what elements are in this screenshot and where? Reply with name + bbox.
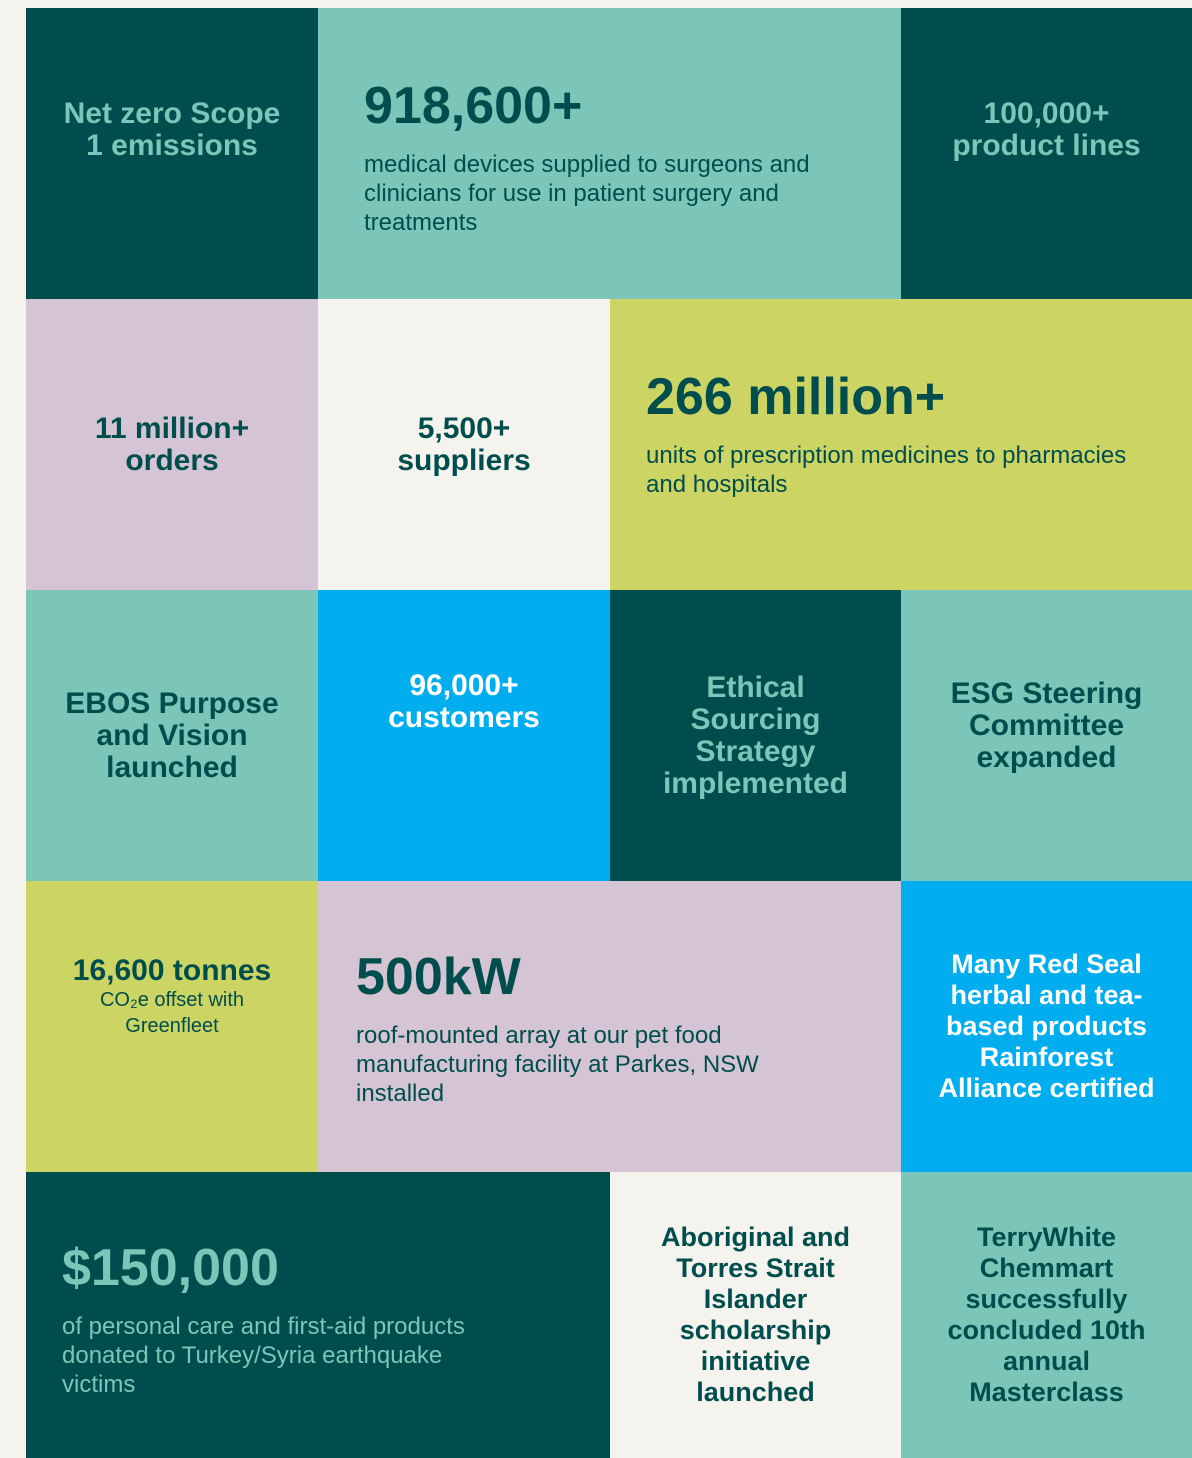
heading: Ethical Sourcing Strategy implemented bbox=[662, 670, 849, 800]
cell: Many Red Seal herbal and tea-based produ… bbox=[901, 881, 1192, 1172]
cell: 96,000+ customers bbox=[318, 590, 610, 881]
description: of personal care and first-aid products … bbox=[62, 1313, 465, 1398]
heading: $150,000 bbox=[62, 1239, 279, 1297]
description: roof-mounted array at our pet food manuf… bbox=[356, 1022, 759, 1107]
description: CO₂e offset with Greenfleet bbox=[99, 989, 245, 1037]
heading: Many Red Seal herbal and tea-based produ… bbox=[938, 949, 1155, 1103]
cell: 11 million+ orders bbox=[26, 299, 318, 590]
highlights-grid: Net zero Scope 1 emissions 918,600+ medic… bbox=[26, 8, 1192, 1458]
heading: 266 million+ bbox=[646, 368, 946, 426]
cell: 100,000+ product lines bbox=[901, 8, 1192, 299]
cell: Ethical Sourcing Strategy implemented bbox=[610, 590, 901, 881]
heading: Net zero Scope 1 emissions bbox=[63, 97, 281, 162]
cell: ESG Steering Committee expanded bbox=[901, 590, 1192, 881]
heading: 96,000+ customers bbox=[388, 669, 540, 734]
heading: 5,500+ suppliers bbox=[397, 411, 531, 477]
cell: 266 million+ units of prescription medici… bbox=[610, 299, 1192, 590]
cell: TerryWhite Chemmart successfully conclud… bbox=[901, 1172, 1192, 1458]
cell: $150,000 of personal care and first-aid p… bbox=[26, 1172, 610, 1458]
cell: EBOS Purpose and Vision launched bbox=[26, 590, 318, 881]
cell: 500kW roof-mounted array at our pet food … bbox=[318, 881, 901, 1172]
cell: Net zero Scope 1 emissions bbox=[26, 8, 318, 299]
description: medical devices supplied to surgeons and… bbox=[364, 151, 810, 236]
heading: ESG Steering Committee expanded bbox=[950, 677, 1143, 774]
cell: 16,600 tonnes CO₂e offset with Greenfleet bbox=[26, 881, 318, 1172]
heading: EBOS Purpose and Vision launched bbox=[65, 686, 279, 784]
heading: Aboriginal and Torres Strait Islander sc… bbox=[661, 1222, 850, 1407]
description: units of prescription medicines to pharm… bbox=[646, 442, 1127, 498]
cell: 5,500+ suppliers bbox=[318, 299, 610, 590]
heading: TerryWhite Chemmart successfully conclud… bbox=[947, 1222, 1146, 1407]
heading: 16,600 tonnes bbox=[72, 954, 272, 987]
heading: 100,000+ product lines bbox=[952, 97, 1141, 162]
cell: Aboriginal and Torres Strait Islander sc… bbox=[610, 1172, 901, 1458]
cell: 918,600+ medical devices supplied to surg… bbox=[318, 8, 901, 299]
heading: 918,600+ bbox=[364, 77, 583, 135]
heading: 500kW bbox=[356, 948, 521, 1006]
heading: 11 million+ orders bbox=[94, 411, 250, 477]
